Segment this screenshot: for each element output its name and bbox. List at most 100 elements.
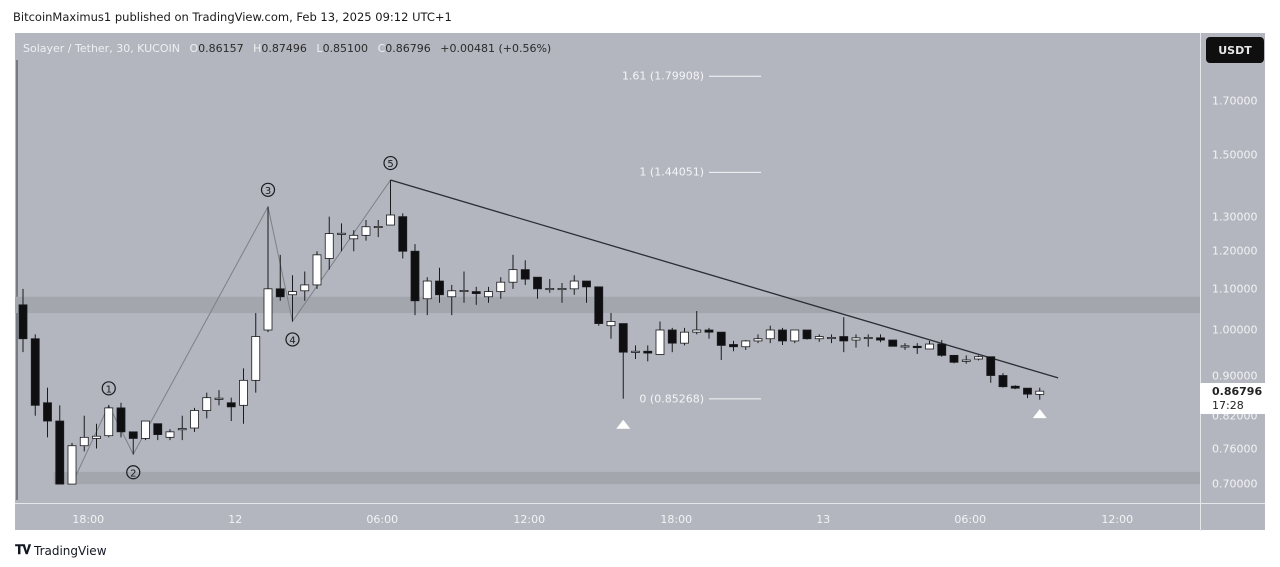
bullish-candle: [312, 254, 322, 286]
elliott-wave-line: [71, 179, 391, 485]
triangle-up-icon: [1032, 409, 1047, 419]
bearish-candle: [398, 216, 408, 252]
chart-panel[interactable]: [15, 33, 1265, 530]
support-resistance-zone: [15, 296, 1200, 314]
bearish-candle: [716, 331, 726, 346]
bullish-candle: [814, 336, 824, 340]
bearish-candle: [912, 345, 922, 349]
price-tick-label: 1.50000: [1212, 148, 1258, 162]
bullish-candle: [753, 338, 763, 342]
bullish-candle: [496, 281, 506, 292]
time-tick-label: 06:00: [954, 513, 987, 526]
bullish-candle: [765, 329, 775, 340]
time-tick-label: 18:00: [660, 513, 693, 526]
bullish-candle: [741, 340, 751, 348]
time-tick-label: 13: [816, 513, 831, 526]
bullish-candle: [974, 356, 983, 360]
bearish-candle: [998, 375, 1008, 388]
bearish-candle: [1023, 387, 1032, 395]
bullish-candle: [447, 290, 457, 298]
wave-label-3: 3: [265, 186, 271, 197]
bearish-candle: [30, 338, 40, 406]
logo-text: TradingView: [34, 543, 107, 558]
bullish-candle: [141, 420, 150, 439]
price-tick-label: 1.10000: [1212, 282, 1258, 296]
bullish-candle: [1035, 390, 1045, 395]
price-tick-label: 0.70000: [1212, 477, 1258, 491]
wave-label-circle: [285, 332, 300, 347]
bearish-candle: [704, 329, 714, 333]
bearish-candle: [876, 337, 885, 341]
bearish-candle: [618, 323, 628, 353]
low-value: 0.85100: [322, 42, 369, 55]
bearish-candle: [18, 304, 28, 340]
open-label: O: [189, 42, 199, 55]
bullish-candle: [104, 407, 114, 437]
tradingview-logo-icon: 𝐓𝐕: [15, 543, 31, 558]
bearish-candle: [1010, 385, 1020, 389]
time-tick-label: 18:00: [72, 513, 105, 526]
bullish-candle: [337, 232, 346, 235]
wave-label-2: 2: [130, 468, 136, 479]
bearish-candle: [729, 344, 738, 348]
bullish-candle: [631, 350, 640, 353]
bullish-candle: [373, 226, 383, 229]
fib-level-label: 1 (1.44051): [639, 165, 704, 179]
bullish-candle: [324, 233, 334, 259]
wave-label-4: 4: [289, 335, 295, 346]
wave-label-circle: [126, 465, 141, 480]
high-value: 0.87496: [261, 42, 307, 55]
bullish-candle: [190, 410, 199, 429]
close-value: 0.86796: [385, 42, 431, 55]
bullish-candle: [692, 329, 702, 333]
wave-label-circle: [260, 182, 276, 197]
last-price: 0.86796: [1212, 385, 1263, 398]
bullish-candle: [165, 431, 175, 438]
bearish-candle: [153, 423, 163, 435]
bearish-candle: [116, 407, 126, 433]
symbol-name[interactable]: Solayer / Tether, 30, KUCOIN: [23, 42, 180, 55]
bullish-candle: [545, 288, 555, 291]
bullish-candle: [484, 291, 493, 298]
bullish-candle: [508, 269, 518, 283]
bullish-candle: [177, 428, 187, 431]
bearish-candle: [594, 286, 604, 324]
bearish-candle: [888, 339, 898, 347]
tradingview-logo[interactable]: 𝐓𝐕 TradingView: [15, 543, 107, 558]
bullish-candle: [79, 436, 89, 447]
price-tick-label: 1.30000: [1212, 210, 1258, 224]
bearish-candle: [128, 431, 138, 439]
bearish-candle: [839, 336, 849, 342]
bullish-candle: [92, 435, 101, 439]
bullish-candle: [263, 288, 273, 331]
bullish-candle: [863, 337, 873, 340]
bullish-candle: [569, 280, 579, 290]
open-value: 0.86157: [198, 42, 244, 55]
bullish-candle: [925, 343, 934, 350]
publication-header: BitcoinMaximus1 published on TradingView…: [13, 10, 452, 24]
bearish-candle: [667, 329, 677, 344]
bullish-candle: [851, 337, 861, 341]
change-value: +0.00481 (+0.56%): [440, 42, 552, 55]
bearish-candle: [643, 350, 653, 354]
time-tick-label: 06:00: [366, 513, 399, 526]
bullish-candle: [961, 359, 971, 362]
bearish-candle: [582, 280, 591, 288]
currency-button[interactable]: USDT: [1206, 37, 1264, 63]
price-axis[interactable]: [1200, 33, 1266, 503]
time-tick-label: 12:00: [1101, 513, 1134, 526]
triangle-up-icon: [616, 419, 631, 429]
bullish-candle: [900, 345, 910, 348]
bullish-candle: [349, 234, 359, 240]
axis-corner: [1200, 504, 1201, 531]
bullish-candle: [239, 379, 248, 406]
bullish-candle: [790, 329, 800, 342]
bullish-candle: [251, 336, 261, 381]
bullish-candle: [386, 214, 395, 226]
bullish-candle: [606, 321, 616, 327]
time-tick-label: 12:00: [513, 513, 546, 526]
price-tick-label: 0.90000: [1212, 369, 1258, 383]
fib-level-label: 1.61 (1.79908): [621, 69, 704, 83]
time-axis[interactable]: [15, 503, 1265, 531]
